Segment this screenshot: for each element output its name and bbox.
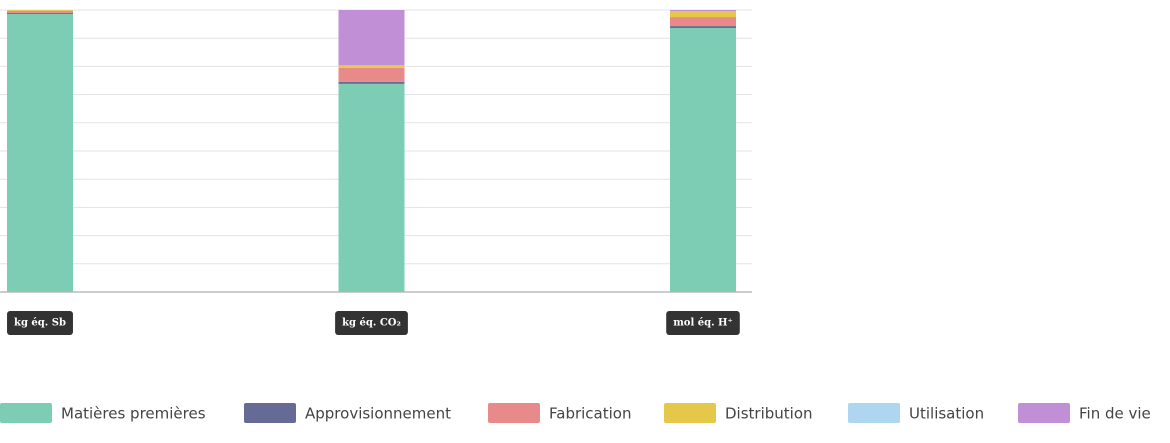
bar-segment — [338, 10, 405, 65]
badge-bg — [335, 311, 408, 335]
category-badge: mol éq. H⁺ — [666, 311, 740, 335]
bar-segment — [7, 12, 73, 14]
bar-segment — [338, 83, 405, 292]
x-tick-label: kg éq. CO₂ — [342, 318, 401, 329]
bar-segment — [670, 26, 736, 29]
bar-segment — [670, 11, 736, 12]
bar-segment — [7, 13, 73, 293]
legend-label: Matières premières — [61, 405, 206, 423]
bar-segment — [338, 64, 405, 68]
bar-segment — [7, 10, 73, 11]
legend-swatch — [1018, 403, 1070, 423]
bar-segment — [670, 11, 736, 18]
bar-segment — [670, 28, 736, 292]
legend-label: Distribution — [725, 405, 813, 423]
legend-swatch — [244, 403, 296, 423]
x-tick-label: kg éq. Sb — [14, 318, 66, 329]
legend-label: Fin de vie — [1079, 405, 1151, 423]
legend-swatch — [664, 403, 716, 423]
legend-swatch — [488, 403, 540, 423]
category-badge: kg éq. CO₂ — [335, 311, 408, 335]
legend-label: Fabrication — [549, 405, 631, 423]
bar-segment — [338, 67, 405, 82]
category-badge: kg éq. Sb — [7, 311, 73, 335]
x-tick-label: mol éq. H⁺ — [673, 318, 733, 329]
legend-label: Approvisionnement — [305, 405, 451, 423]
bar-segment — [670, 17, 736, 27]
legend-swatch — [0, 403, 52, 423]
bar-segment — [670, 10, 736, 12]
bar-segment — [338, 81, 405, 84]
bar-segment — [7, 10, 73, 13]
badge-bg — [666, 311, 740, 335]
legend-swatch — [848, 403, 900, 423]
legend-label: Utilisation — [909, 405, 984, 423]
badge-bg — [7, 311, 73, 335]
